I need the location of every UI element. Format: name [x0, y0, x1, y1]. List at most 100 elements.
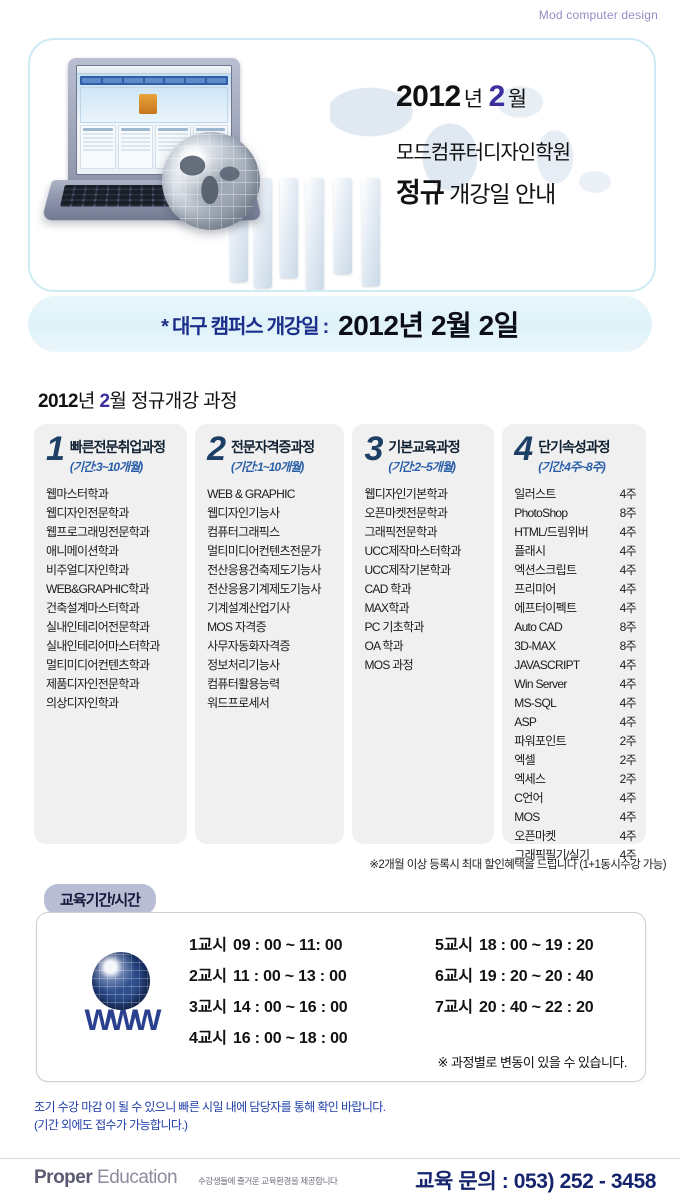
- section-rest: 정규개강 과정: [126, 391, 238, 412]
- discount-note: ※2개월 이상 등록시 최대 할인혜택을 드립니다 (1+1동시수강 가능): [369, 859, 666, 871]
- list-item[interactable]: Auto CAD 8주: [514, 618, 636, 637]
- course-name: Win Server: [514, 677, 567, 691]
- logo-tagline: 수강생들에 즐거운 교육환경을 제공합니다: [198, 1176, 338, 1186]
- list-item[interactable]: 에프터이펙트 4주: [514, 599, 636, 618]
- list-item[interactable]: MOS 과정: [364, 658, 413, 672]
- campus-date: 2012년 2월 2일: [338, 310, 519, 341]
- course-weeks: 4주: [619, 658, 637, 672]
- list-item[interactable]: 웹마스터학과: [46, 487, 109, 501]
- course-weeks: 2주: [619, 772, 637, 786]
- list-item[interactable]: 전산응용건축제도기능사: [207, 563, 321, 577]
- list-item[interactable]: HTML/드림위버 4주: [514, 523, 636, 542]
- course-name: 그래픽필기/실기: [514, 848, 590, 862]
- brand-tagline: Mod computer design: [538, 8, 658, 22]
- campus-open-date-banner: * 대구 캠퍼스 개강일 : 2012년 2월 2일: [28, 296, 652, 352]
- list-item[interactable]: WEB & GRAPHIC: [207, 487, 295, 501]
- list-item[interactable]: 파워포인트 2주: [514, 732, 636, 751]
- list-item[interactable]: 의상디자인학과: [46, 696, 119, 710]
- list-item[interactable]: 비주얼디자인학과: [46, 563, 129, 577]
- course-list-2: WEB & GRAPHIC 웹디자인기능사 컴퓨터그래픽스 멀티미디어컨텐츠전문…: [207, 485, 334, 713]
- list-item[interactable]: 일러스트 4주: [514, 485, 636, 504]
- list-item[interactable]: OA 학과: [364, 639, 404, 653]
- list-item[interactable]: 오픈마켓 4주: [514, 827, 636, 846]
- list-item[interactable]: 엑션스크립트 4주: [514, 561, 636, 580]
- list-item[interactable]: MOS 자격증: [207, 620, 267, 634]
- list-item[interactable]: 웹디자인기능사: [207, 506, 280, 520]
- course-column-2: 2 전문자격증과정 (기간:1~10개월) WEB & GRAPHIC 웹디자인…: [195, 424, 345, 844]
- list-item[interactable]: 멀티미디어컨텐츠학과: [46, 658, 150, 672]
- list-item[interactable]: 애니메이션학과: [46, 544, 119, 558]
- course-name: MOS: [514, 810, 540, 824]
- list-item[interactable]: 제품디자인전문학과: [46, 677, 140, 691]
- schedule-left: 4교시 16 : 00 ~ 18 : 00: [189, 1024, 435, 1048]
- list-item[interactable]: UCC제작마스터학과: [364, 544, 461, 558]
- list-item[interactable]: PhotoShop 8주: [514, 504, 636, 523]
- list-item[interactable]: 웹디자인기본학과: [364, 487, 448, 501]
- course-columns: 1 빠른전문취업과정 (기간:3~10개월) 웹마스터학과 웹디자인전문학과 웹…: [34, 424, 646, 862]
- schedule-left: 3교시 14 : 00 ~ 16 : 00: [189, 993, 435, 1017]
- class-schedule: 1교시 09 : 00 ~ 11: 00 5교시 18 : 00 ~ 19 : 20…: [189, 931, 629, 1055]
- list-item[interactable]: 3D-MAX 8주: [514, 637, 636, 656]
- list-item[interactable]: 플래시 4주: [514, 542, 636, 561]
- list-item[interactable]: 전산응용기계제도기능사: [207, 582, 321, 596]
- list-item[interactable]: ASP 4주: [514, 713, 636, 732]
- hero-date-line: 2012 년 2 월: [396, 80, 646, 114]
- list-item[interactable]: Win Server 4주: [514, 675, 636, 694]
- list-item[interactable]: MOS 4주: [514, 808, 636, 827]
- list-item[interactable]: 웹프로그래밍전문학과: [46, 525, 150, 539]
- list-item[interactable]: 건축설계마스터학과: [46, 601, 140, 615]
- list-item[interactable]: 사무자동화자격증: [207, 639, 290, 653]
- list-item[interactable]: MS-SQL 4주: [514, 694, 636, 713]
- course-name: 엑셀: [514, 753, 535, 767]
- list-item[interactable]: 컴퓨터활용능력: [207, 677, 280, 691]
- course-column-2-header: 2 전문자격증과정 (기간:1~10개월): [207, 432, 334, 475]
- list-item[interactable]: 엑세스 2주: [514, 770, 636, 789]
- course-column-3: 3 기본교육과정 (기간:2~5개월) 웹디자인기본학과 오픈마켓전문학과 그래…: [352, 424, 495, 844]
- list-item[interactable]: 워드프로세서: [207, 696, 270, 710]
- list-item[interactable]: 실내인테리어마스터학과: [46, 639, 160, 653]
- period-time: 19 : 20 ~ 20 : 40: [479, 968, 594, 985]
- list-item[interactable]: 엑셀 2주: [514, 751, 636, 770]
- list-item[interactable]: C언어 4주: [514, 789, 636, 808]
- course-column-4: 4 단기속성과정 (기간:4주~8주) 일러스트 4주 PhotoShop 8주 H…: [502, 424, 646, 862]
- list-item[interactable]: 컴퓨터그래픽스: [207, 525, 280, 539]
- hero-subtitle-rest: 개강일 안내: [443, 181, 556, 207]
- list-item[interactable]: 그래픽전문학과: [364, 525, 437, 539]
- course-weeks: 4주: [619, 810, 637, 824]
- list-item[interactable]: 프리미어 4주: [514, 580, 636, 599]
- hero-month: 2: [488, 80, 506, 113]
- course-name: C언어: [514, 791, 543, 805]
- notice-line-2: (기간 외에도 접수가 가능합니다.): [34, 1118, 188, 1132]
- list-item[interactable]: 그래픽필기/실기 4주: [514, 846, 636, 865]
- course-name: 일러스트: [514, 487, 556, 501]
- list-item[interactable]: 웹디자인전문학과: [46, 506, 129, 520]
- period-label: 2교시: [189, 968, 227, 985]
- period-time: 11 : 00 ~ 13 : 00: [233, 968, 347, 985]
- section-month: 2: [99, 391, 110, 412]
- list-item[interactable]: 기계설계산업기사: [207, 601, 290, 615]
- course-column-2-duration: (기간:1~10개월): [231, 460, 304, 474]
- list-item[interactable]: CAD 학과: [364, 582, 411, 596]
- course-name: PhotoShop: [514, 506, 568, 520]
- period-label: 6교시: [435, 968, 473, 985]
- course-name: Auto CAD: [514, 620, 563, 634]
- contact-phone[interactable]: 교육 문의 : 053) 252 - 3458: [415, 1170, 656, 1193]
- notice-line-1: 조기 수강 마감 이 될 수 있으니 빠른 시일 내에 담당자를 통해 확인 바…: [34, 1100, 386, 1114]
- logo-rest: Education: [92, 1167, 178, 1188]
- course-name: 파워포인트: [514, 734, 566, 748]
- list-item[interactable]: UCC제작기본학과: [364, 563, 451, 577]
- course-name: 에프터이펙트: [514, 601, 577, 615]
- list-item[interactable]: PC 기초학과: [364, 620, 424, 634]
- section-year: 2012: [38, 391, 78, 412]
- table-row: 3교시 14 : 00 ~ 16 : 00 7교시 20 : 40 ~ 22 : 2…: [189, 993, 629, 1017]
- logo-bold: Proper: [34, 1167, 93, 1188]
- list-item[interactable]: 정보처리기능사: [207, 658, 280, 672]
- hero-panel: 2012 년 2 월 모드컴퓨터디자인학원 정규 개강일 안내: [28, 38, 656, 292]
- list-item[interactable]: JAVASCRIPT 4주: [514, 656, 636, 675]
- list-item[interactable]: WEB&GRAPHIC학과: [46, 582, 150, 596]
- list-item[interactable]: MAX학과: [364, 601, 410, 615]
- list-item[interactable]: 오픈마켓전문학과: [364, 506, 448, 520]
- list-item[interactable]: 멀티미디어컨텐츠전문가: [207, 544, 321, 558]
- course-column-1-title: 빠른전문취업과정: [69, 439, 166, 455]
- list-item[interactable]: 실내인테리어전문학과: [46, 620, 150, 634]
